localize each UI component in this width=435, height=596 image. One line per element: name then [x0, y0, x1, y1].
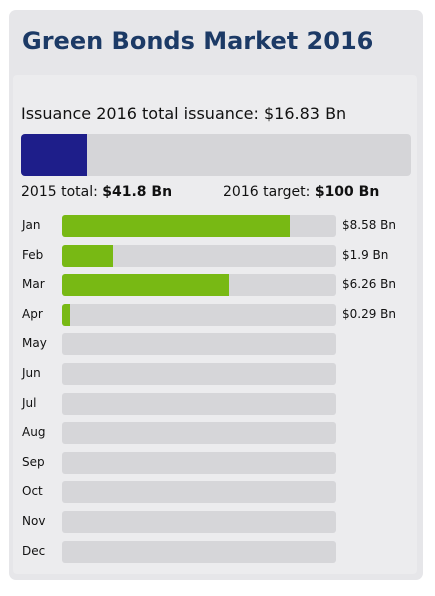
month-bar-apr [62, 303, 70, 326]
month-bar-track-may [62, 333, 336, 356]
total-progress-track [21, 134, 411, 176]
month-value-jan: $8.58 Bn [342, 218, 397, 232]
previous-total-label: 2015 total: [21, 184, 98, 200]
month-label-jul: Jul [22, 395, 37, 410]
month-label-jan: Jan [22, 218, 41, 232]
monthly-issuance-chart: Jan $8.58 Bn Feb $1.9 Bn Mar $6.26 Bn Apr $0.29… [13, 75, 417, 574]
month-label-apr: Apr [22, 306, 43, 321]
previous-total-value: $41.8 Bn [102, 184, 173, 200]
month-bar-track-aug [62, 422, 336, 445]
issuance-total-label: Issuance 2016 total issuance: $16.83 Bn [21, 104, 347, 123]
month-bar-track-mar [62, 274, 336, 297]
month-label-aug: Aug [22, 425, 46, 440]
month-label-oct: Oct [22, 484, 43, 499]
green-bonds-card: Green Bonds Market 2016 Issuance 2016 to… [9, 10, 423, 580]
month-value-feb: $1.9 Bn [342, 247, 389, 262]
previous-year-total: 2015 total: $41.8 Bn [21, 184, 172, 200]
month-bar-track-apr [62, 303, 336, 326]
page-title: Green Bonds Market 2016 [22, 27, 374, 55]
month-bar-mar [62, 274, 229, 297]
month-label-mar: Mar [22, 277, 45, 292]
month-bar-track-oct [62, 481, 336, 504]
month-bar-track-sep [62, 451, 336, 474]
month-label-may: May [22, 336, 47, 351]
target-label: 2016 target: [223, 184, 311, 200]
month-bar-track-jul [62, 392, 336, 415]
month-value-apr: $0.29 Bn [342, 306, 397, 321]
month-bar-track-jun [62, 363, 336, 385]
month-label-feb: Feb [22, 247, 44, 262]
annual-target: 2016 target: $100 Bn [223, 184, 379, 200]
month-label-jun: Jun [22, 366, 41, 380]
month-label-sep: Sep [22, 454, 45, 469]
total-progress-fill [21, 134, 87, 176]
month-bar-track-jan [62, 215, 336, 237]
month-bar-jan [62, 215, 291, 237]
month-label-nov: Nov [22, 514, 46, 528]
month-label-dec: Dec [22, 543, 46, 558]
month-bar-feb [62, 244, 113, 267]
target-value: $100 Bn [314, 184, 380, 200]
month-bar-track-dec [62, 540, 336, 563]
issuance-panel: Issuance 2016 total issuance: $16.83 Bn … [13, 75, 417, 574]
month-value-mar: $6.26 Bn [342, 277, 397, 292]
month-bar-track-nov [62, 511, 336, 533]
month-bar-track-feb [62, 244, 336, 267]
